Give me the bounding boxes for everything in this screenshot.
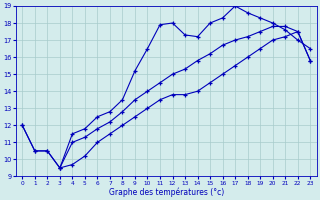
- X-axis label: Graphe des températures (°c): Graphe des températures (°c): [109, 187, 224, 197]
